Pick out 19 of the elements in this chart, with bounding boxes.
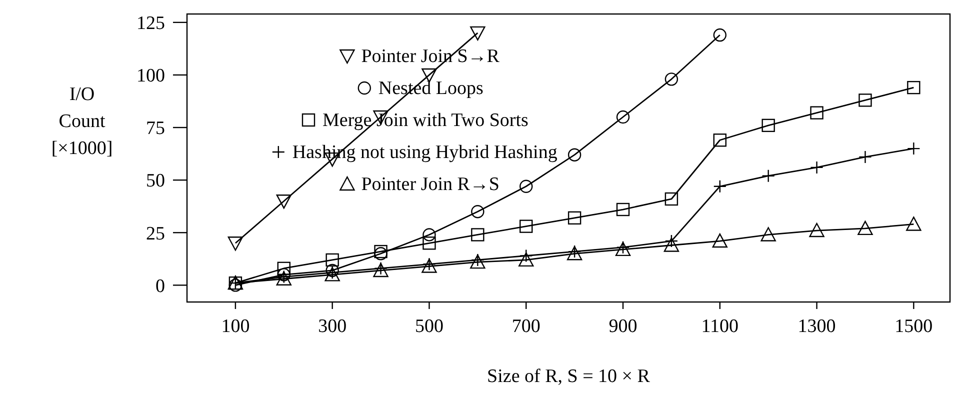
x-tick-label: 1100 <box>701 316 739 337</box>
y-axis-title: I/O Count [×1000] <box>51 84 113 159</box>
y-tick-label: 25 <box>146 223 165 244</box>
y-tick-label: 125 <box>136 13 165 34</box>
legend-label: Pointer Join S→R <box>361 46 500 67</box>
x-tick-label: 100 <box>221 316 250 337</box>
legend-label: Pointer Join R→S <box>361 174 500 195</box>
x-tick-label: 900 <box>608 316 638 337</box>
x-tick-label: 500 <box>414 316 444 337</box>
y-tick-label: 50 <box>146 170 165 192</box>
x-axis-title: Size of R, S = 10 × R <box>487 366 650 387</box>
legend-label: Merge Join with Two Sorts <box>322 110 528 131</box>
y-tick-label: 0 <box>156 276 165 297</box>
y-tick-label: 75 <box>146 118 165 140</box>
x-tick-label: 700 <box>512 316 540 337</box>
x-tick-label: 1500 <box>894 316 933 337</box>
y-tick-label: 100 <box>136 66 165 87</box>
x-tick-label: 300 <box>318 316 347 337</box>
x-tick-label: 1300 <box>798 316 836 337</box>
